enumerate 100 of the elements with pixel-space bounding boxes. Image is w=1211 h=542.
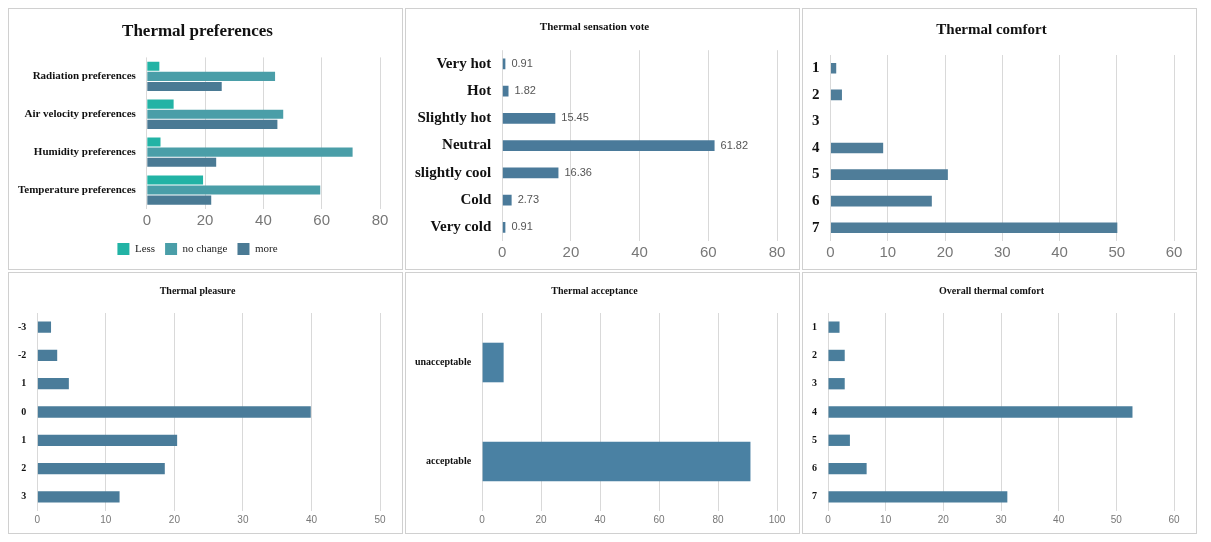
y-tick-label: 0 [21,405,27,417]
y-tick-label: 5 [812,433,817,445]
data-label: 1.82 [514,84,536,97]
bar [37,378,69,390]
x-tick-label: 10 [880,513,892,525]
x-tick-label: 40 [1053,513,1065,525]
bar [147,109,284,119]
bar [37,462,165,475]
y-tick-label: 1 [812,59,820,76]
x-tick-label: 60 [1168,513,1180,525]
y-tick-label: Humidity preferences [33,144,137,157]
x-tick-label: 0 [826,243,835,261]
x-tick-label: 20 [535,513,548,525]
y-tick-label: Cold [460,190,492,207]
bar [147,175,204,185]
x-tick-label: 40 [255,211,272,229]
x-tick-label: 50 [374,513,386,525]
x-tick-label: 40 [594,513,607,525]
bar [502,167,559,179]
y-tick-label: 7 [812,490,817,502]
y-tick-label: 3 [812,377,817,389]
y-tick-label: 6 [812,462,817,474]
bar [831,222,1118,234]
y-tick-label: Hot [467,81,492,98]
y-tick-label: Slightly hot [417,109,492,126]
chart-title: Thermal preferences [122,20,274,40]
bar [147,137,161,147]
bar [831,142,884,154]
x-tick-label: 40 [631,243,648,261]
bar [37,349,58,362]
y-tick-label: Radiation preferences [32,69,137,82]
data-label: 2.73 [517,193,540,206]
y-tick-label: Neutral [442,136,492,153]
y-tick-label: slightly cool [414,163,492,180]
bar [831,62,837,74]
x-tick-label: 10 [100,513,112,525]
bar [147,71,276,81]
bar [828,491,1008,503]
y-tick-label: 4 [812,405,817,417]
y-tick-label: 3 [21,490,27,502]
y-tick-label: 1 [21,433,27,445]
y-tick-label: 2 [812,85,820,102]
x-tick-label: 30 [237,513,249,525]
x-tick-label: 10 [879,243,897,261]
bar [831,195,932,207]
bar [37,434,178,446]
bar [828,462,867,475]
y-tick-label: 5 [812,165,820,182]
x-tick-label: 40 [1051,243,1068,261]
data-label: 0.91 [511,56,533,69]
x-tick-label: 20 [936,243,954,261]
x-tick-label: 50 [1110,513,1123,525]
bar [502,140,715,152]
y-tick-label: acceptable [426,455,472,467]
y-tick-label: Temperature preferences [18,182,137,195]
bar [828,378,845,390]
bar [37,491,120,503]
x-tick-label: 30 [993,243,1011,261]
bar [147,119,278,129]
x-tick-label: 40 [305,513,318,525]
bar [828,406,1133,418]
bar [828,434,850,446]
x-tick-label: 50 [1108,243,1126,261]
x-tick-label: 60 [313,211,331,229]
bar [828,349,845,362]
y-tick-label: 7 [812,218,820,235]
x-tick-label: 80 [712,513,725,525]
chart-title: Thermal sensation vote [539,20,650,33]
x-tick-label: 20 [196,211,214,229]
x-tick-label: 80 [371,211,389,229]
chart-title: Thermal acceptance [551,284,639,296]
data-label: 16.36 [564,165,592,178]
bar [147,147,353,157]
x-tick-label: 0 [498,243,507,261]
x-tick-label: 60 [1165,243,1183,261]
y-tick-label: Very cold [430,218,492,235]
data-label: 0.91 [511,220,533,233]
bar [37,321,52,333]
y-tick-label: -3 [17,320,27,332]
y-tick-label: Very hot [436,54,492,71]
bar [147,185,321,195]
y-tick-label: 3 [812,112,820,129]
y-tick-label: unacceptable [415,356,472,368]
chart-title: Overall thermal comfort [939,284,1045,296]
bar [147,81,222,92]
x-tick-label: 0 [825,513,832,525]
chart-title: Thermal pleasure [159,284,236,296]
bar [147,61,160,71]
bar [502,112,556,124]
y-tick-label: 2 [21,462,27,474]
legend-label: more [254,241,278,254]
bar [831,89,842,101]
bar [147,157,217,167]
chart-title: Thermal comfort [936,20,1047,37]
x-tick-label: 20 [562,243,580,261]
x-tick-label: 0 [142,211,151,229]
y-tick-label: Air velocity preferences [24,107,137,120]
bar [828,321,840,333]
y-tick-label: 1 [812,320,817,332]
x-tick-label: 20 [937,513,950,525]
